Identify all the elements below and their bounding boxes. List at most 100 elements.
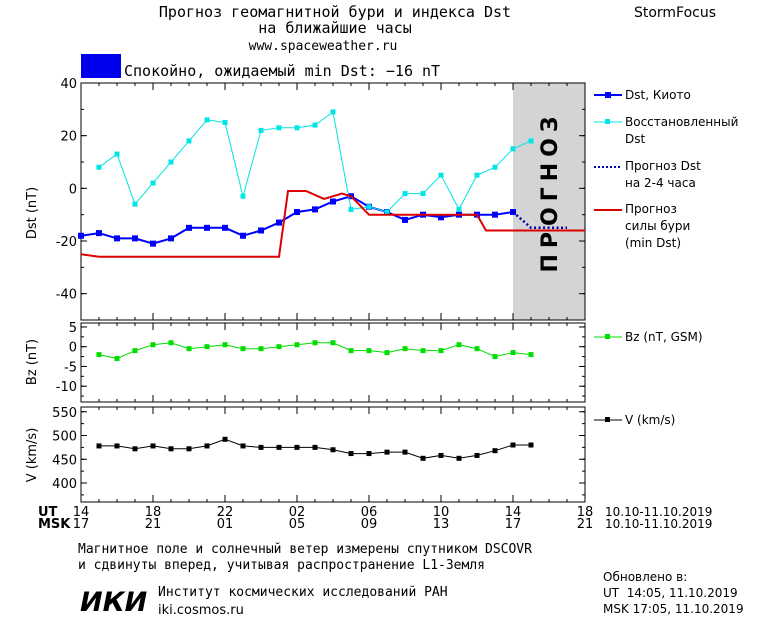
data-point bbox=[492, 448, 498, 454]
data-point bbox=[276, 125, 282, 131]
ut-tick-label: 18 bbox=[577, 505, 594, 520]
ut-tick-label: 02 bbox=[289, 505, 306, 520]
y-tick-label: 0 bbox=[69, 341, 77, 356]
y-tick-label: 550 bbox=[52, 406, 77, 421]
data-point bbox=[168, 235, 174, 242]
ut-tick-label: 06 bbox=[361, 505, 378, 520]
data-point bbox=[276, 219, 282, 226]
y-tick-label: 400 bbox=[52, 477, 77, 492]
legend-storm-3: (min Dst) bbox=[625, 236, 681, 250]
data-point bbox=[186, 346, 192, 352]
data-point bbox=[438, 214, 444, 221]
ut-tick-label: 18 bbox=[145, 505, 162, 520]
institute-name: Институт космических исследований РАН bbox=[158, 585, 448, 600]
y-tick-label: 40 bbox=[60, 77, 77, 92]
data-point bbox=[420, 348, 426, 354]
ut-tick-label: 10 bbox=[433, 505, 450, 520]
legend-forecast-dst-1: Прогноз Dst bbox=[625, 159, 701, 173]
footer-note-2: и сдвинуты вперед, учитывая распростране… bbox=[78, 558, 485, 573]
y-tick-label: -5 bbox=[64, 360, 77, 375]
data-point bbox=[258, 227, 264, 234]
data-point bbox=[204, 224, 210, 231]
legend-bz-marker bbox=[605, 334, 610, 339]
data-point bbox=[240, 443, 246, 449]
data-point bbox=[420, 455, 426, 461]
data-point bbox=[222, 436, 228, 442]
bz-y-axis-label: Bz (nT) bbox=[25, 339, 40, 385]
msk-row-label: MSK bbox=[38, 517, 71, 532]
y-tick-label: -10 bbox=[56, 380, 77, 395]
legend-v: V (km/s) bbox=[625, 413, 675, 427]
data-point bbox=[402, 449, 408, 455]
data-point bbox=[96, 164, 102, 170]
legend-restored-marker bbox=[605, 119, 610, 124]
data-point bbox=[204, 443, 210, 449]
msk-tick-label: 09 bbox=[361, 517, 378, 532]
data-point bbox=[456, 206, 462, 212]
site-url[interactable]: www.spaceweather.ru bbox=[249, 39, 398, 54]
msk-tick-label: 13 bbox=[433, 517, 450, 532]
y-tick-label: -20 bbox=[56, 235, 77, 250]
series-line bbox=[512, 211, 567, 230]
data-point bbox=[114, 151, 120, 157]
ut-tick-label: 22 bbox=[217, 505, 234, 520]
data-point bbox=[258, 444, 264, 450]
data-point bbox=[402, 346, 408, 352]
data-point bbox=[330, 447, 336, 453]
data-point bbox=[114, 235, 120, 242]
data-point bbox=[420, 191, 426, 197]
updated-ut: UT 14:05, 11.10.2019 bbox=[603, 586, 738, 600]
y-tick-label: 5 bbox=[69, 321, 77, 336]
ut-date-range: 10.10-11.10.2019 bbox=[605, 505, 712, 519]
axis-ticks bbox=[80, 82, 586, 502]
brand-name: StormFocus bbox=[634, 5, 716, 21]
data-point bbox=[294, 209, 300, 216]
legend-storm-2: силы бури bbox=[625, 219, 690, 233]
title-line-1: Прогноз геомагнитной бури и индекса Dst bbox=[159, 3, 511, 21]
data-point bbox=[186, 446, 192, 452]
data-point bbox=[114, 356, 120, 362]
data-point bbox=[348, 348, 354, 354]
y-tick-label: 20 bbox=[60, 130, 77, 145]
updated-msk: MSK 17:05, 11.10.2019 bbox=[603, 602, 744, 616]
data-point bbox=[438, 452, 444, 458]
msk-tick-label: 05 bbox=[289, 517, 306, 532]
data-point bbox=[222, 342, 228, 348]
data-point bbox=[348, 451, 354, 457]
data-point bbox=[150, 240, 156, 247]
iki-logo: ИКИ bbox=[80, 587, 148, 618]
title-line-2: на ближайшие часы bbox=[258, 19, 412, 37]
legend-dst-kyoto: Dst, Киото bbox=[625, 88, 691, 102]
legend: Dst, Киото Восстановленный Dst Прогноз D… bbox=[594, 88, 738, 427]
series-line bbox=[80, 190, 585, 258]
data-point bbox=[384, 350, 390, 356]
data-point bbox=[222, 120, 228, 125]
data-point bbox=[96, 352, 102, 358]
msk-tick-label: 17 bbox=[73, 517, 90, 532]
data-point bbox=[258, 346, 264, 352]
data-point bbox=[132, 235, 138, 242]
ut-tick-label: 14 bbox=[505, 505, 522, 520]
data-point bbox=[474, 452, 480, 458]
y-tick-label: 0 bbox=[69, 182, 77, 197]
status-swatch bbox=[81, 54, 121, 78]
data-point bbox=[222, 224, 228, 231]
msk-tick-label: 01 bbox=[217, 517, 234, 532]
data-point bbox=[204, 344, 210, 350]
data-point bbox=[456, 455, 462, 461]
y-tick-labels: -40 -20 0 20 40 -10 -5 0 5 400 450 500 550 bbox=[52, 77, 77, 492]
v-y-axis-label: V (km/s) bbox=[25, 428, 40, 483]
y-tick-label: 450 bbox=[52, 453, 77, 468]
institute-site[interactable]: iki.cosmos.ru bbox=[158, 603, 244, 618]
legend-dst-kyoto-marker bbox=[605, 92, 611, 98]
data-point bbox=[402, 216, 408, 223]
data-point bbox=[492, 164, 498, 170]
legend-bz: Bz (nT, GSM) bbox=[625, 330, 703, 344]
data-point bbox=[276, 344, 282, 350]
data-point bbox=[456, 342, 462, 348]
dst-y-axis-label: Dst (nT) bbox=[25, 187, 40, 239]
data-point bbox=[168, 446, 174, 452]
data-point bbox=[114, 443, 120, 449]
v-panel-frame bbox=[80, 406, 586, 503]
